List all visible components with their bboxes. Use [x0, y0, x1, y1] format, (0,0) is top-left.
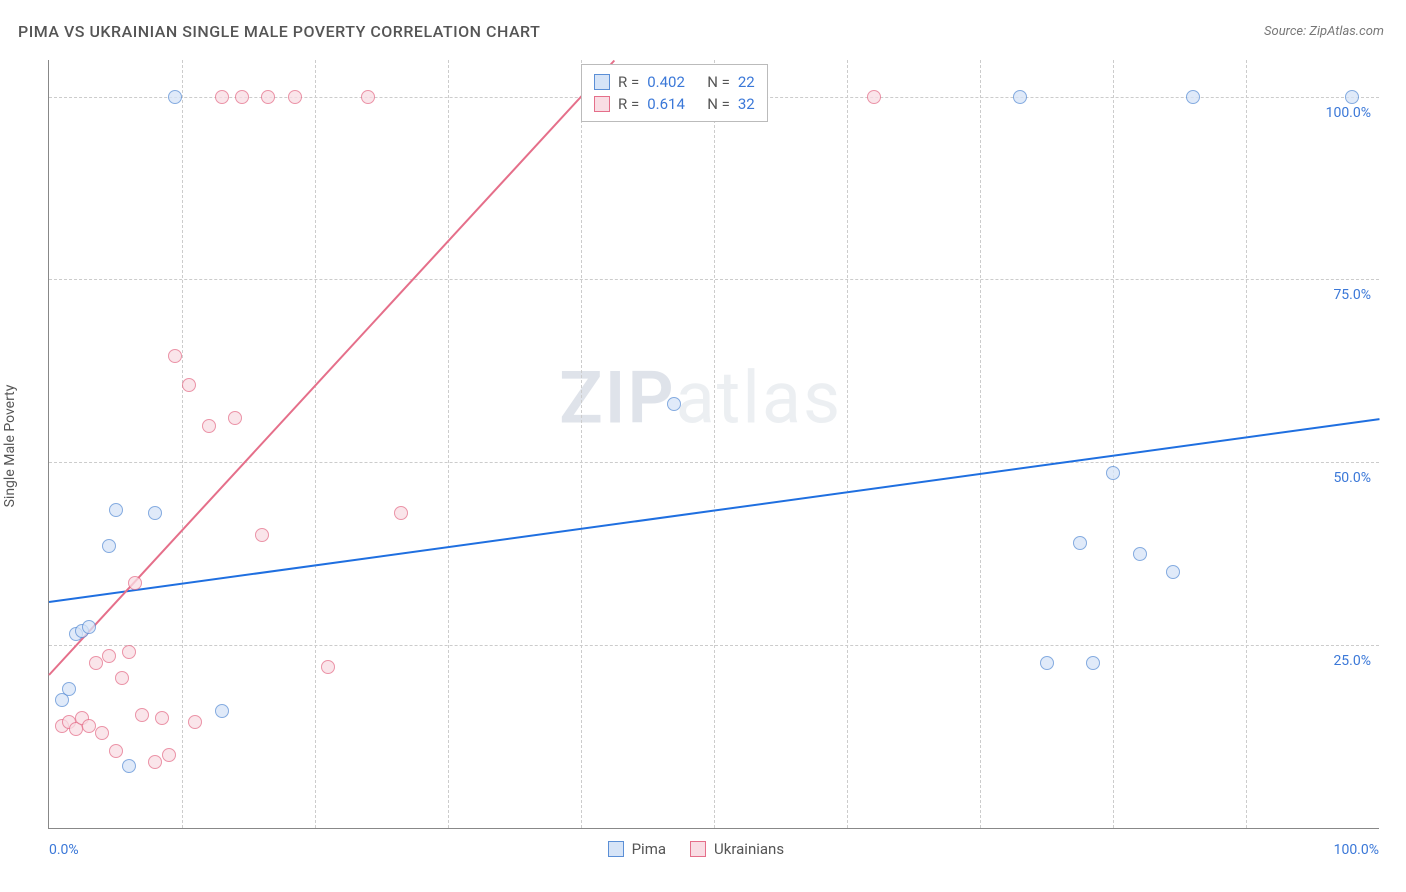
watermark-bold: ZIP — [559, 355, 675, 440]
data-point — [215, 704, 229, 718]
data-point — [182, 378, 196, 392]
data-point — [128, 576, 142, 590]
data-point — [1086, 656, 1100, 670]
gridline-vertical — [448, 60, 449, 828]
data-point — [109, 503, 123, 517]
data-point — [394, 506, 408, 520]
watermark: ZIPatlas — [559, 355, 842, 440]
gridline-vertical — [1246, 60, 1247, 828]
data-point — [867, 90, 881, 104]
scatter-plot-area: ZIPatlas R =0.402N =22R =0.614N =32 Pima… — [48, 60, 1379, 829]
data-point — [115, 671, 129, 685]
data-point — [667, 397, 681, 411]
data-point — [122, 759, 136, 773]
n-value: 22 — [738, 71, 755, 93]
data-point — [361, 90, 375, 104]
data-point — [168, 90, 182, 104]
gridline-vertical — [980, 60, 981, 828]
gridline-vertical — [714, 60, 715, 828]
data-point — [1073, 536, 1087, 550]
x-tick-label: 100.0% — [1334, 842, 1379, 858]
data-point — [95, 726, 109, 740]
gridline-vertical — [581, 60, 582, 828]
legend-item: Ukrainians — [690, 840, 784, 858]
data-point — [1345, 90, 1359, 104]
legend-swatch — [594, 74, 610, 90]
data-point — [1040, 656, 1054, 670]
source-attribution: Source: ZipAtlas.com — [1264, 24, 1384, 39]
watermark-light: atlas — [676, 355, 843, 440]
gridline-vertical — [1113, 60, 1114, 828]
r-value: 0.614 — [647, 93, 699, 115]
n-value: 32 — [738, 93, 755, 115]
correlation-legend: R = 0.402 N = 22 R = 0.614 N = 32 — [581, 64, 768, 122]
data-point — [1013, 90, 1027, 104]
data-point — [1186, 90, 1200, 104]
legend-row: R = 0.614 N = 32 — [594, 93, 755, 115]
data-point — [1133, 547, 1147, 561]
r-label: R = — [618, 93, 639, 115]
data-point — [82, 620, 96, 634]
x-tick-label: 0.0% — [49, 842, 79, 858]
legend-swatch — [690, 841, 706, 857]
data-point — [122, 645, 136, 659]
series-legend: Pima Ukrainians — [608, 840, 784, 858]
y-tick-label: 75.0% — [1333, 287, 1371, 303]
data-point — [89, 656, 103, 670]
gridline-vertical — [847, 60, 848, 828]
data-point — [321, 660, 335, 674]
legend-label: Ukrainians — [714, 840, 784, 858]
r-value: 0.402 — [647, 71, 699, 93]
data-point — [155, 711, 169, 725]
data-point — [1166, 565, 1180, 579]
data-point — [82, 719, 96, 733]
data-point — [162, 748, 176, 762]
data-point — [148, 506, 162, 520]
r-label: R = — [618, 71, 639, 93]
data-point — [1106, 466, 1120, 480]
y-axis-label: Single Male Poverty — [2, 385, 18, 508]
n-label: N = — [707, 93, 730, 115]
n-label: N = — [707, 71, 730, 93]
data-point — [235, 90, 249, 104]
y-tick-label: 100.0% — [1326, 105, 1371, 121]
data-point — [148, 755, 162, 769]
y-tick-label: 50.0% — [1333, 470, 1371, 486]
legend-item: Pima — [608, 840, 666, 858]
chart-title: PIMA VS UKRAINIAN SINGLE MALE POVERTY CO… — [18, 22, 540, 41]
data-point — [109, 744, 123, 758]
data-point — [288, 90, 302, 104]
gridline-vertical — [182, 60, 183, 828]
data-point — [168, 349, 182, 363]
data-point — [261, 90, 275, 104]
data-point — [188, 715, 202, 729]
legend-row: R = 0.402 N = 22 — [594, 71, 755, 93]
legend-label: Pima — [632, 840, 666, 858]
data-point — [215, 90, 229, 104]
legend-swatch — [608, 841, 624, 857]
legend-swatch — [594, 96, 610, 112]
data-point — [135, 708, 149, 722]
data-point — [228, 411, 242, 425]
data-point — [102, 539, 116, 553]
data-point — [62, 682, 76, 696]
y-tick-label: 25.0% — [1333, 653, 1371, 669]
data-point — [102, 649, 116, 663]
data-point — [255, 528, 269, 542]
data-point — [202, 419, 216, 433]
gridline-vertical — [315, 60, 316, 828]
